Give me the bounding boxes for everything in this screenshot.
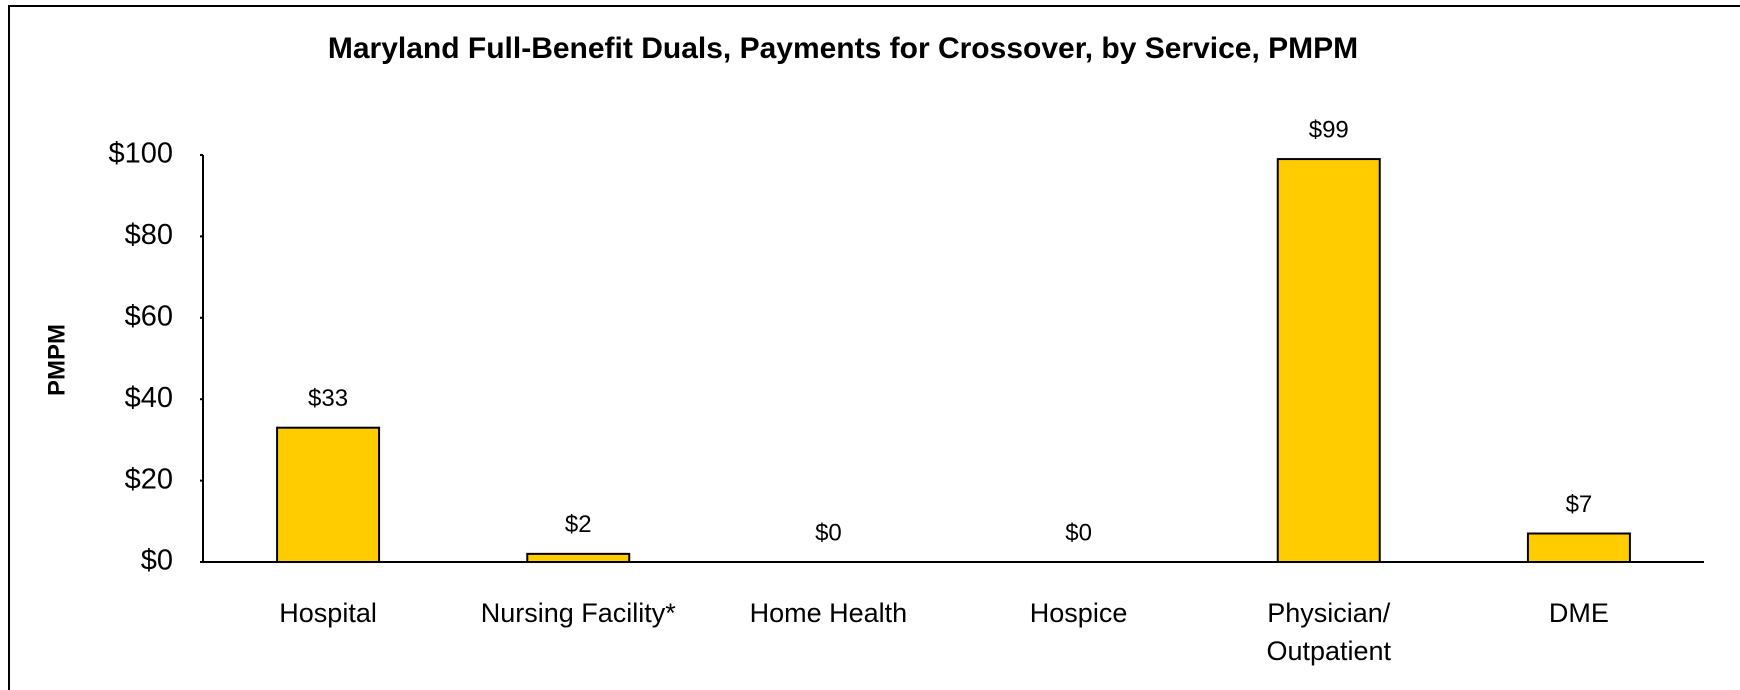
- bar: [1526, 532, 1631, 564]
- bar: [276, 426, 381, 563]
- y-tick-label: $80: [125, 219, 173, 251]
- chart-title: Maryland Full-Benefit Duals, Payments fo…: [328, 32, 1358, 65]
- x-tick-label: Nursing Facility*: [481, 598, 677, 628]
- y-tick-label: $100: [108, 138, 173, 170]
- x-tick-label: Hospice: [1030, 598, 1128, 628]
- y-tick-label: $0: [141, 545, 173, 577]
- y-axis-label: PMPM: [43, 324, 70, 396]
- y-tick-label: $40: [125, 382, 173, 414]
- bar: [1276, 158, 1381, 563]
- data-label: $0: [815, 519, 842, 546]
- data-label: $0: [1065, 519, 1092, 546]
- x-tick-label: Physician/Outpatient: [1266, 598, 1391, 666]
- chart-frame: [8, 5, 1740, 690]
- data-label: $7: [1566, 491, 1593, 518]
- data-label: $33: [308, 385, 348, 412]
- data-label: $99: [1309, 116, 1349, 143]
- bar: [526, 552, 631, 563]
- x-tick-label: DME: [1549, 598, 1609, 628]
- y-tick-label: $60: [125, 300, 173, 332]
- data-label: $2: [565, 511, 592, 538]
- y-tick-label: $20: [125, 463, 173, 495]
- x-tick-label: Home Health: [750, 598, 908, 628]
- x-tick-label: Hospital: [279, 598, 377, 628]
